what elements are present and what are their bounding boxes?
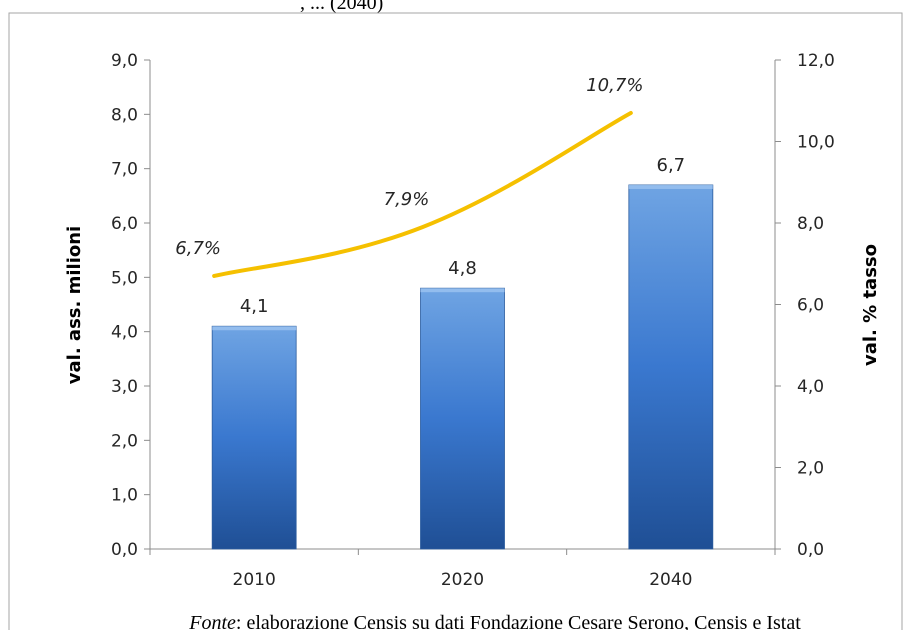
left-tick-label: 7,0 (111, 160, 138, 180)
bar-value-label: 4,8 (448, 258, 477, 279)
bar-highlight (628, 184, 713, 189)
bar (420, 287, 505, 550)
bar (628, 184, 714, 550)
left-axis-title: val. ass. milioni (64, 226, 85, 384)
right-tick-label: 12,0 (797, 51, 835, 71)
right-axis-title: val. % tasso (860, 244, 881, 366)
bar-highlight (212, 326, 297, 331)
left-tick-label: 0,0 (111, 540, 138, 560)
chart-frame (8, 12, 903, 630)
x-tick-label: 2020 (441, 570, 484, 590)
right-tick-label: 10,0 (797, 133, 835, 153)
left-tick-label: 4,0 (111, 323, 138, 343)
bar-value-label: 6,7 (657, 155, 686, 176)
x-tick-label: 2010 (233, 570, 276, 590)
source-prefix: Fonte (188, 612, 236, 630)
left-ticks: 0,0 1,0 2,0 3,0 4,0 5,0 6,0 7,0 8,0 9,0 (111, 51, 150, 560)
right-tick-label: 2,0 (797, 459, 824, 479)
bars: 4,1 4,8 6,7 (211, 155, 714, 550)
right-tick-label: 0,0 (797, 540, 824, 560)
left-tick-label: 9,0 (111, 51, 138, 71)
left-tick-label: 6,0 (111, 214, 138, 234)
rate-line (212, 110, 633, 278)
right-ticks: 0,0 2,0 4,0 6,0 8,0 10,0 12,0 (775, 51, 835, 560)
header-fragment: , ... (2040) (300, 0, 383, 14)
line-value-label: 10,7% (586, 75, 643, 96)
line-value-label: 6,7% (175, 238, 221, 259)
left-tick-label: 5,0 (111, 268, 138, 288)
line-series: 6,7% 7,9% 10,7% (175, 75, 643, 278)
left-tick-label: 2,0 (111, 431, 138, 451)
x-tick-label: 2040 (649, 570, 692, 590)
source-text: : elaborazione Censis su dati Fondazione… (236, 612, 801, 630)
left-tick-label: 1,0 (111, 486, 138, 506)
right-tick-label: 8,0 (797, 214, 824, 234)
right-tick-label: 4,0 (797, 377, 824, 397)
bar-highlight (420, 288, 505, 293)
bar-value-label: 4,1 (240, 296, 269, 317)
left-tick-label: 3,0 (111, 377, 138, 397)
left-tick-label: 8,0 (111, 105, 138, 125)
right-tick-label: 6,0 (797, 296, 824, 316)
x-ticks: 2010 2020 2040 (149, 549, 776, 590)
line-value-label: 7,9% (384, 189, 430, 210)
source-note: Fonte: elaborazione Censis su dati Fonda… (188, 612, 801, 630)
bar (211, 325, 297, 550)
